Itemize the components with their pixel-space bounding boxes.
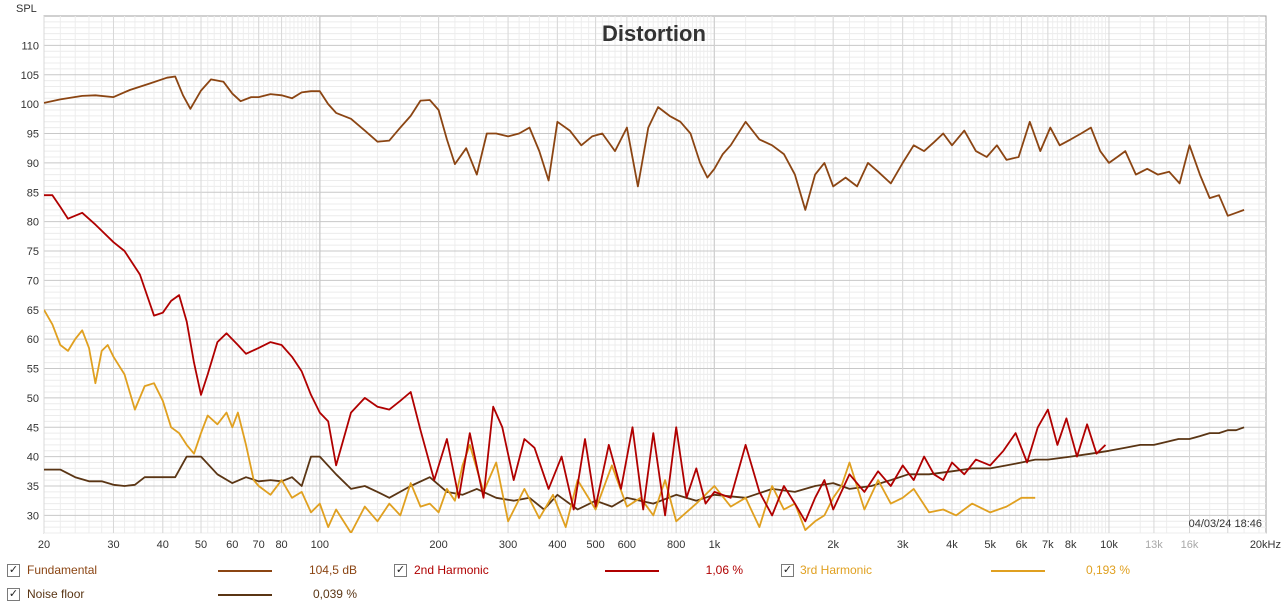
2nd-harmonic-checkbox[interactable]: ✓ <box>394 564 407 577</box>
fundamental-label: Fundamental <box>27 563 98 577</box>
x-tick-label: 200 <box>429 539 447 551</box>
x-tick-label: 1k <box>709 539 721 551</box>
series-line-2nd-harmonic <box>44 194 1107 523</box>
y-tick-label: 60 <box>27 334 39 346</box>
y-tick-label: 65 <box>27 305 39 317</box>
3rd-harmonic-swatch <box>991 570 1045 572</box>
3rd-harmonic-label: 3rd Harmonic <box>800 563 873 577</box>
timestamp: 04/03/24 18:46 <box>1189 518 1262 530</box>
y-axis-label: SPL <box>16 3 37 15</box>
x-tick-label: 6k <box>1016 539 1028 551</box>
y-tick-label: 85 <box>27 187 39 199</box>
y-tick-label: 110 <box>21 40 39 52</box>
x-tick-labels: 20 30 40 50 60 70 80 100 200 300 400 500 600 800 1k 2k 3… <box>38 539 1281 551</box>
x-tick-label: 40 <box>157 539 169 551</box>
series-line-3rd-harmonic <box>44 309 1036 533</box>
x-tick-label: 80 <box>275 539 287 551</box>
y-tick-label: 100 <box>21 99 39 111</box>
series-layer <box>44 75 1245 533</box>
x-tick-label: 7k <box>1042 539 1054 551</box>
x-tick-label: 300 <box>499 539 517 551</box>
x-tick-label: 3k <box>897 539 909 551</box>
y-tick-labels: 110 105 100 95 90 85 80 75 70 65 60 55 50 45 40 35 30 <box>21 40 39 522</box>
noise-floor-swatch <box>218 594 272 596</box>
3rd-harmonic-value: 0,193 % <box>1085 563 1130 577</box>
x-tick-label: 8k <box>1065 539 1077 551</box>
noise-floor-checkbox[interactable]: ✓ <box>7 588 20 601</box>
distortion-chart: 110 105 100 95 90 85 80 75 70 65 60 55 50 45 40 35 30 20… <box>16 3 1281 551</box>
2nd-harmonic-value: 1,06 % <box>705 563 743 577</box>
noise-floor-value: 0,039 % <box>312 587 357 601</box>
y-tick-label: 40 <box>27 452 39 464</box>
2nd-harmonic-label: 2nd Harmonic <box>414 563 489 577</box>
x-tick-label: 500 <box>586 539 604 551</box>
x-tick-label: 16k <box>1181 539 1199 551</box>
y-tick-label: 30 <box>27 510 39 522</box>
2nd-harmonic-swatch <box>605 570 659 572</box>
x-tick-label: 30 <box>107 539 119 551</box>
x-tick-label: 600 <box>618 539 636 551</box>
y-tick-label: 80 <box>27 217 39 229</box>
fundamental-swatch <box>218 570 272 572</box>
x-tick-label: 5k <box>984 539 996 551</box>
x-tick-label: 100 <box>311 539 329 551</box>
y-tick-label: 90 <box>27 158 39 170</box>
chart-title: Distortion <box>602 21 706 46</box>
x-tick-label: 60 <box>226 539 238 551</box>
major-grid <box>43 16 1229 533</box>
x-tick-label: 2k <box>827 539 839 551</box>
y-tick-label: 55 <box>27 364 39 376</box>
noise-floor-label: Noise floor <box>27 587 85 601</box>
legend-row-1: ✓ Fundamental 104,5 dB ✓ 2nd Harmonic 1,… <box>0 563 1286 585</box>
y-tick-label: 35 <box>27 481 39 493</box>
x-tick-label: 4k <box>946 539 958 551</box>
x-tick-label: 20 <box>38 539 50 551</box>
x-tick-label: 10k <box>1100 539 1118 551</box>
series-line-fundamental <box>44 75 1245 217</box>
3rd-harmonic-checkbox[interactable]: ✓ <box>781 564 794 577</box>
legend-row-2: ✓ Noise floor 0,039 % <box>0 587 1286 609</box>
series-line-noise-floor <box>44 426 1245 511</box>
fundamental-checkbox[interactable]: ✓ <box>7 564 20 577</box>
y-tick-label: 45 <box>27 422 39 434</box>
y-tick-label: 70 <box>27 275 39 287</box>
x-tick-label: 50 <box>195 539 207 551</box>
x-tick-label: 20kHz <box>1250 539 1281 551</box>
x-tick-label: 70 <box>253 539 265 551</box>
x-tick-label: 800 <box>667 539 685 551</box>
y-tick-label: 50 <box>27 393 39 405</box>
x-tick-label: 13k <box>1145 539 1163 551</box>
y-tick-label: 95 <box>27 129 39 141</box>
y-tick-label: 75 <box>27 246 39 258</box>
fundamental-value: 104,5 dB <box>308 563 357 577</box>
y-tick-label: 105 <box>21 70 39 82</box>
x-tick-label: 400 <box>548 539 566 551</box>
